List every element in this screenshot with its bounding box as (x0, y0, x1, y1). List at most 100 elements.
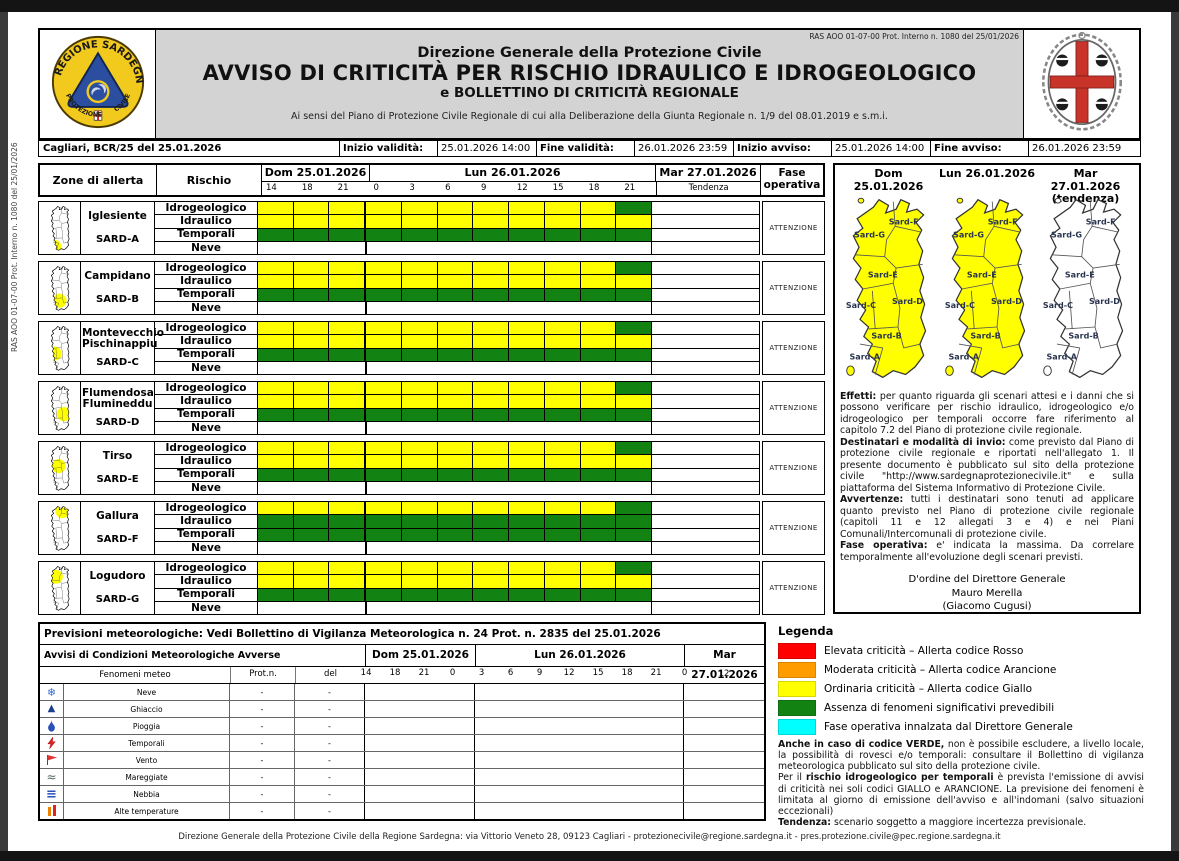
risk-row: Idraulico (155, 455, 759, 469)
risk-cell (258, 202, 294, 215)
phenomenon-day3-cell (684, 735, 764, 751)
risk-bar (258, 275, 653, 288)
risk-label: Neve (155, 361, 258, 374)
zone-location-icon (50, 205, 69, 251)
risk-cell (473, 562, 510, 575)
zone-map-icon-cell (39, 262, 81, 314)
risk-cell (473, 335, 510, 348)
risk-cell (544, 348, 581, 361)
phenomenon-prot: - (230, 701, 295, 717)
risk-cell-empty (365, 421, 652, 434)
weather-day1-header: Dom 25.01.2026 (365, 645, 475, 666)
risk-cell (509, 382, 545, 395)
signature-line: D'ordine del Direttore Generale (908, 574, 1066, 586)
zone-map-icon-cell (39, 322, 81, 374)
info-field-label: Fine avviso: (930, 141, 1028, 156)
svg-text:Sard-F: Sard-F (889, 217, 919, 226)
risk-cell (365, 322, 402, 335)
risk-cell (401, 468, 438, 481)
risk-label: Idraulico (155, 215, 258, 228)
risk-cell (401, 395, 438, 408)
risk-cell (329, 455, 366, 468)
risk-cell (258, 288, 294, 301)
svg-text:Sard-G: Sard-G (953, 231, 984, 240)
risk-cell-empty (258, 301, 366, 314)
map-cell: Dom 25.01.2026 Sard-F Sard-G Sard-E Sard-C S… (840, 167, 937, 387)
legend-item: Elevata criticità – Allerta codice Rosso (778, 641, 1144, 660)
risk-cell (580, 468, 617, 481)
svg-text:Sard-F: Sard-F (987, 217, 1017, 226)
risk-cell (365, 275, 402, 288)
col-del-header: del (295, 667, 365, 683)
risk-bar (258, 455, 653, 468)
risk-cell (544, 562, 581, 575)
risk-cell (258, 575, 294, 588)
risk-row: Idraulico (155, 335, 759, 349)
risk-cell (293, 348, 330, 361)
weather-hour-tick: 6 (507, 668, 514, 678)
risk-cell-empty (258, 481, 366, 494)
risk-cell (293, 262, 330, 275)
risk-cell (473, 275, 510, 288)
risk-cell (616, 322, 653, 335)
footer-address: Direzione Generale della Protezione Civi… (178, 832, 1001, 842)
legend-item: Ordinaria criticità – Allerta codice Gia… (778, 679, 1144, 698)
phenomenon-prot: - (230, 684, 295, 700)
weather-table-title: Previsioni meteorologiche: Vedi Bolletti… (40, 624, 764, 645)
risk-cell (544, 515, 581, 528)
risk-cell (616, 562, 653, 575)
risk-cell (365, 228, 402, 241)
risk-bar (258, 361, 652, 374)
risk-bar (258, 202, 653, 215)
risk-cell (401, 275, 438, 288)
weather-hour-tick: 21 (650, 668, 662, 678)
risk-cell (401, 228, 438, 241)
risk-bar (258, 588, 653, 601)
risk-cell (473, 288, 510, 301)
phenomenon-name: Ghiaccio (64, 701, 230, 717)
risk-cell (293, 202, 330, 215)
risk-cell (580, 215, 617, 228)
weather-forecast-table: Previsioni meteorologiche: Vedi Bolletti… (38, 622, 766, 821)
risk-label: Temporali (155, 468, 258, 481)
zone-name-cell: Montevecchio Pischinappiu SARD-C (81, 322, 164, 374)
weather-hour-tick: 14 (360, 668, 372, 678)
risk-cell (437, 275, 474, 288)
zone-map-icon-cell (39, 382, 81, 434)
phenomenon-day2-cell (475, 786, 684, 802)
risk-cell (365, 288, 402, 301)
risk-cell (616, 468, 653, 481)
risk-cell (293, 455, 330, 468)
tendenza-cell (652, 528, 759, 541)
phenomenon-del: - (295, 701, 365, 717)
risk-cell (544, 275, 581, 288)
risk-cell (580, 515, 617, 528)
risk-cell (258, 588, 294, 601)
tendenza-cell (652, 601, 759, 614)
risk-row: Neve (155, 241, 759, 254)
risk-cell (293, 288, 330, 301)
risk-cell (365, 335, 402, 348)
risk-cell (544, 528, 581, 541)
risk-row: Neve (155, 421, 759, 434)
risk-cell (473, 228, 510, 241)
risk-cell (437, 455, 474, 468)
risk-row: Idraulico (155, 275, 759, 289)
risk-cell (258, 442, 294, 455)
tendenza-cell (652, 335, 759, 348)
risk-cell (401, 442, 438, 455)
phenomenon-day3-cell (684, 752, 764, 768)
risk-row: Neve (155, 361, 759, 374)
zone-block: Campidano SARD-B Idrogeologico Idraulico… (38, 261, 825, 315)
risk-row: Temporali (155, 288, 759, 302)
risk-row: Temporali (155, 468, 759, 482)
risk-cell (329, 382, 366, 395)
heat-icon (40, 803, 64, 819)
risk-cell (401, 382, 438, 395)
info-field-label: Fine validità: (536, 141, 634, 156)
phenomenon-day1-cell (365, 684, 475, 700)
risk-cell-empty (365, 541, 652, 554)
risk-cell (509, 408, 545, 421)
